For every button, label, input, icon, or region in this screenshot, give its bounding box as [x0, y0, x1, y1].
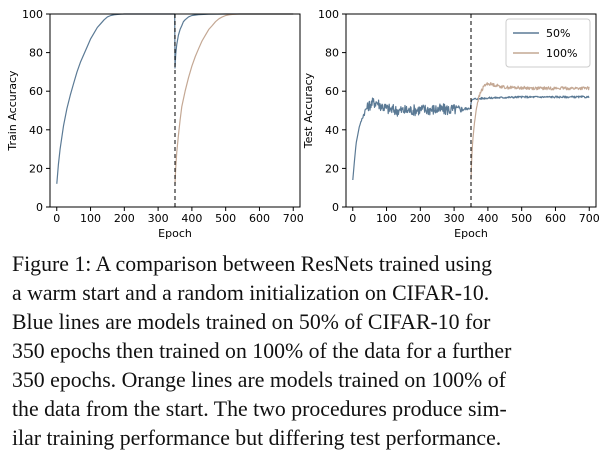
legend-label: 100%: [546, 47, 577, 60]
x-tick-label: 300: [148, 212, 169, 225]
y-tick-label: 100: [22, 8, 43, 21]
x-tick-label: 100: [376, 212, 397, 225]
legend-label: 50%: [546, 27, 570, 40]
y-tick-label: 0: [36, 201, 43, 214]
x-axis-label: Epoch: [454, 227, 488, 240]
x-tick-label: 700: [283, 212, 304, 225]
x-tick-label: 0: [53, 212, 60, 225]
x-tick-label: 100: [80, 212, 101, 225]
y-axis-label: Test Accuracy: [302, 72, 315, 149]
plot-area: [352, 82, 590, 181]
caption-line: 350 epochs then trained on 100% of the d…: [12, 339, 512, 363]
caption-line: a warm start and a random initialization…: [12, 281, 490, 305]
plot-frame: [345, 13, 597, 208]
y-tick-label: 60: [29, 85, 43, 98]
y-axis-label: Train Accuracy: [6, 70, 19, 152]
y-tick-label: 0: [332, 201, 339, 214]
x-tick-label: 200: [114, 212, 135, 225]
x-axis-label: Epoch: [158, 227, 192, 240]
x-tick-label: 700: [579, 212, 600, 225]
caption-line: ilar training performance but differing …: [12, 426, 502, 450]
x-tick-label: 400: [181, 212, 202, 225]
caption-line: 350 epochs. Orange lines are models trai…: [12, 368, 506, 392]
y-tick-label: 20: [325, 162, 339, 175]
x-tick-label: 400: [477, 212, 498, 225]
figure-caption: Figure 1: A comparison between ResNets t…: [12, 250, 592, 453]
x-tick-label: 500: [511, 212, 532, 225]
x-tick-label: 500: [215, 212, 236, 225]
x-tick-label: 600: [545, 212, 566, 225]
y-tick-label: 60: [325, 85, 339, 98]
y-tick-label: 100: [318, 8, 339, 21]
y-tick-label: 20: [29, 162, 43, 175]
legend: 50% 100%: [505, 18, 591, 68]
caption-line: Blue lines are models trained on 50% of …: [12, 310, 491, 334]
y-tick-label: 80: [325, 47, 339, 60]
test-accuracy-chart: 0 100 200 300 400 500 600 700 0 20 40 60 80 100 Epoch T…: [302, 8, 600, 240]
y-tick-label: 80: [29, 47, 43, 60]
y-tick-label: 40: [325, 124, 339, 137]
x-tick-label: 200: [410, 212, 431, 225]
series-line-100pct: [470, 82, 590, 181]
train-accuracy-chart: 0 100 200 300 400 500 600 700 0 20 40 60 80 100 Epoch T…: [6, 8, 304, 240]
caption-line: the data from the start. The two procedu…: [12, 397, 507, 421]
plot-frame: [49, 13, 301, 208]
x-tick-label: 300: [444, 212, 465, 225]
y-tick-label: 40: [29, 124, 43, 137]
x-tick-label: 600: [249, 212, 270, 225]
legend-box: [505, 18, 591, 68]
x-tick-label: 0: [349, 212, 356, 225]
figure: 0 100 200 300 400 500 600 700020406080100EpochT…: [6, 8, 600, 240]
caption-line: Figure 1: A comparison between ResNets t…: [12, 252, 493, 276]
series-line-random-init: [174, 13, 294, 184]
